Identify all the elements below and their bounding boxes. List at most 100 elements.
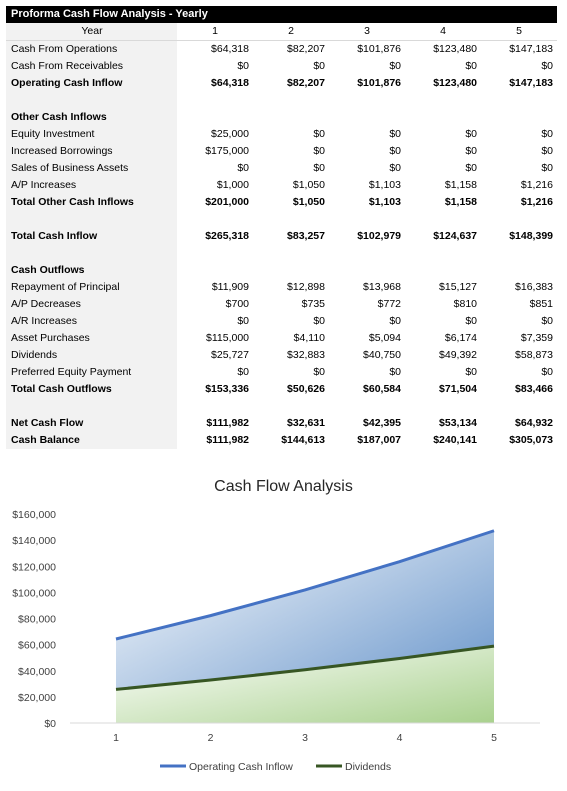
value-cell: $25,000 (211, 128, 249, 140)
x-tick-label: 5 (491, 732, 497, 744)
row-label: Total Cash Inflow (6, 228, 177, 245)
table-row: A/R Increases $0 $0 $0 $0 $0 (6, 313, 557, 330)
year-header-cell: 3 (329, 23, 405, 41)
table-row: Preferred Equity Payment $0 $0 $0 $0 $0 (6, 364, 557, 381)
value-cell: $71,504 (439, 383, 477, 395)
table-row: Cash From Operations $64,318 $82,207 $101,8… (6, 40, 557, 58)
value-cell: $64,318 (211, 43, 249, 55)
table-row: Dividends $25,727 $32,883 $40,750 $49,392 $58… (6, 347, 557, 364)
value-cell: $42,395 (363, 417, 401, 429)
value-cell: $123,480 (433, 77, 477, 89)
value-cell: $0 (541, 366, 553, 378)
value-cell: $0 (313, 162, 325, 174)
value-cell: $187,007 (357, 434, 401, 446)
table-row: Total Cash Outflows $153,336 $50,626 $60,58… (6, 381, 557, 398)
value-cell: $1,050 (292, 179, 325, 191)
row-label (6, 398, 177, 415)
value-cell: $6,174 (444, 332, 477, 344)
row-label: Cash Balance (6, 432, 177, 449)
value-cell: $735 (301, 298, 325, 310)
row-label: Repayment of Principal (6, 279, 177, 296)
value-cell: $11,909 (211, 281, 249, 293)
value-cell: $50,626 (287, 383, 325, 395)
year-header-cell: 5 (481, 23, 557, 41)
row-label: Asset Purchases (6, 330, 177, 347)
value-cell: $32,883 (287, 349, 325, 361)
value-cell (253, 92, 329, 109)
year-header-row: Year 1 2 3 4 5 (6, 23, 557, 41)
value-cell: $16,383 (515, 281, 553, 293)
value-cell (329, 211, 405, 228)
value-cell (405, 211, 481, 228)
value-cell: $0 (313, 128, 325, 140)
table-row: Repayment of Principal $11,909 $12,898 $13,… (6, 279, 557, 296)
value-cell: $83,257 (287, 230, 325, 242)
cash-flow-table: Year 1 2 3 4 5 Cash From Operations $64,318 $82,… (6, 23, 557, 449)
value-cell: $0 (541, 60, 553, 72)
row-label: Cash From Receivables (6, 58, 177, 75)
table-row: Cash From Receivables $0 $0 $0 $0 $0 (6, 58, 557, 75)
table-row: Total Other Cash Inflows $201,000 $1,050 $1… (6, 194, 557, 211)
row-label: Net Cash Flow (6, 415, 177, 432)
table-row: A/P Decreases $700 $735 $772 $810 $851 (6, 296, 557, 313)
value-cell (405, 398, 481, 415)
row-label: Cash From Operations (6, 40, 177, 58)
value-cell (253, 245, 329, 262)
value-cell: $147,183 (509, 43, 553, 55)
row-label (6, 245, 177, 262)
value-cell: $148,399 (509, 230, 553, 242)
row-label: Operating Cash Inflow (6, 75, 177, 92)
x-tick-label: 1 (113, 732, 119, 744)
value-cell: $0 (389, 60, 401, 72)
x-tick-label: 4 (397, 732, 403, 744)
value-cell: $64,318 (211, 77, 249, 89)
legend-label: Dividends (345, 761, 391, 773)
row-label: Cash Outflows (6, 262, 177, 279)
value-cell (481, 211, 557, 228)
y-tick-label: $60,000 (18, 640, 56, 652)
value-cell (481, 245, 557, 262)
value-cell: $265,318 (205, 230, 249, 242)
value-cell (177, 245, 253, 262)
row-label: Sales of Business Assets (6, 160, 177, 177)
value-cell: $810 (453, 298, 477, 310)
x-tick-label: 2 (208, 732, 214, 744)
row-label: A/P Increases (6, 177, 177, 194)
row-label: A/P Decreases (6, 296, 177, 313)
value-cell (253, 109, 329, 126)
value-cell (405, 245, 481, 262)
value-cell: $1,158 (444, 196, 477, 208)
value-cell (329, 262, 405, 279)
value-cell: $102,979 (357, 230, 401, 242)
value-cell (329, 109, 405, 126)
value-cell: $101,876 (357, 77, 401, 89)
chart-title: Cash Flow Analysis (214, 478, 353, 495)
value-cell: $123,480 (433, 43, 477, 55)
value-cell: $0 (237, 60, 249, 72)
value-cell (253, 398, 329, 415)
y-tick-label: $80,000 (18, 614, 56, 626)
table-row: A/P Increases $1,000 $1,050 $1,103 $1,158 $1,… (6, 177, 557, 194)
value-cell: $0 (389, 315, 401, 327)
series-line-operating-cash-inflow (115, 529, 495, 641)
value-cell: $12,898 (287, 281, 325, 293)
value-cell (405, 262, 481, 279)
value-cell: $0 (313, 145, 325, 157)
cash-flow-chart: Cash Flow Analysis $0 $20,000 $40,000 $60,0… (0, 470, 567, 786)
table-row (6, 398, 557, 415)
y-tick-label: $20,000 (18, 692, 56, 704)
value-cell: $4,110 (293, 332, 325, 344)
value-cell: $1,216 (520, 179, 553, 191)
table-row: Operating Cash Inflow $64,318 $82,207 $101,… (6, 75, 557, 92)
row-label (6, 92, 177, 109)
table-row (6, 245, 557, 262)
table-row: Other Cash Inflows (6, 109, 557, 126)
value-cell: $0 (313, 366, 325, 378)
value-cell: $851 (529, 298, 553, 310)
value-cell: $0 (541, 145, 553, 157)
value-cell: $64,932 (515, 417, 553, 429)
series-line-dividends (115, 644, 495, 691)
value-cell: $0 (389, 145, 401, 157)
table-row: Net Cash Flow $111,982 $32,631 $42,395 $53,1… (6, 415, 557, 432)
row-label: Equity Investment (6, 126, 177, 143)
